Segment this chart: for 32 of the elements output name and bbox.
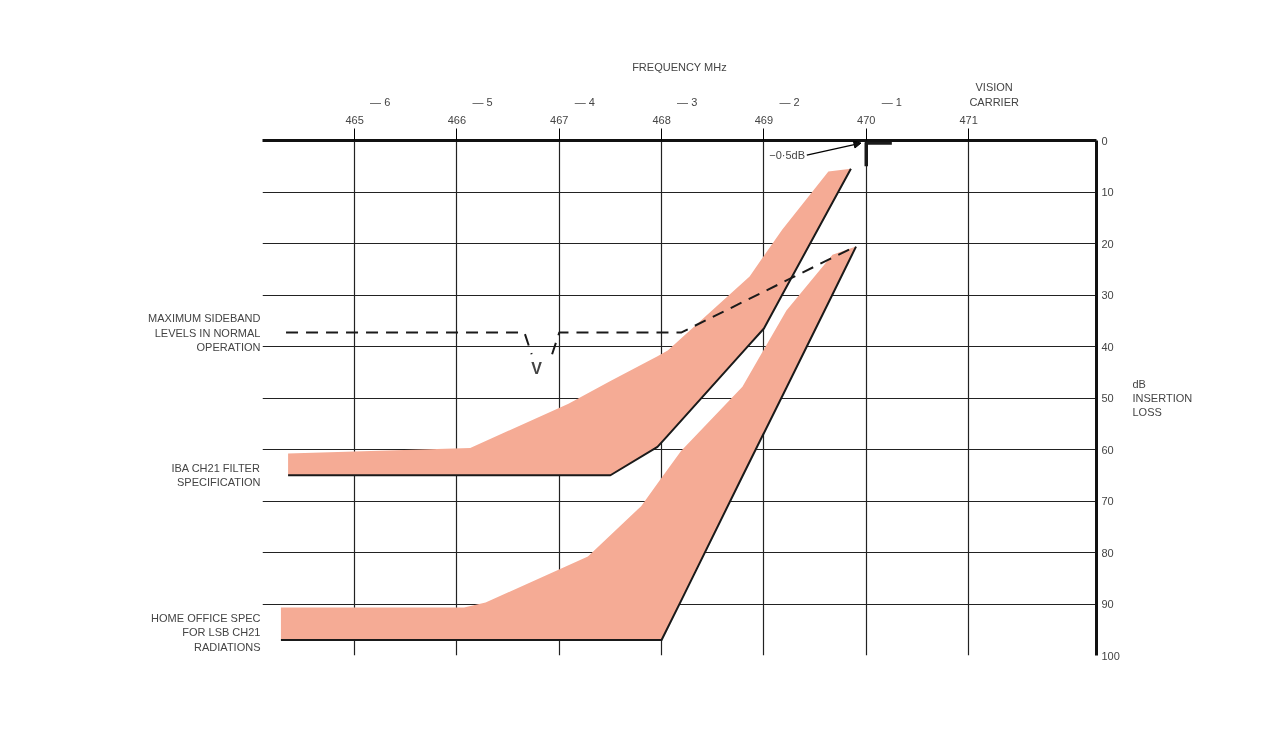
x-tick-label: 469 — [754, 113, 774, 126]
y-tick-label: 0 — [1101, 134, 1108, 147]
y-tick-label: 20 — [1101, 237, 1114, 250]
series-label: HOME OFFICE SPEC FOR LSB CH21 RADIATIONS — [151, 612, 261, 653]
x-axis-title: FREQUENCY MHz — [632, 61, 727, 74]
y-tick-label: 100 — [1101, 649, 1120, 662]
x2-tick-label: — 6 — [370, 95, 391, 108]
y-tick-label: 50 — [1101, 392, 1114, 404]
y-tick-label: 70 — [1101, 495, 1114, 507]
y-tick-label: 80 — [1101, 546, 1114, 559]
x2-tick-label: — 5 — [472, 95, 493, 108]
x-tick-label: 465 — [345, 113, 364, 126]
y-tick-label: 10 — [1101, 186, 1114, 198]
x2-tick-label: — 2 — [779, 95, 800, 108]
annotation: −0·5dB — [769, 149, 806, 162]
x-tick-label: 471 — [959, 113, 978, 126]
y-axis-title: dB INSERTION LOSS — [1132, 377, 1193, 419]
x-tick-label: 467 — [550, 113, 569, 126]
text: IBA CH21 FILTER SPECIFICATION — [171, 462, 261, 489]
x2-tick-label: — 3 — [677, 95, 698, 108]
y-tick-label: 90 — [1101, 598, 1114, 610]
text: MAXIMUM SIDEBAND LEVELS IN NORMAL OPERATION — [148, 312, 261, 353]
y-tick-label: 60 — [1101, 443, 1114, 456]
x2-tick-label: — 4 — [574, 95, 595, 108]
x2-tick-label: — 1 — [881, 95, 902, 108]
y-tick-label: 40 — [1101, 340, 1114, 353]
x-tick-label: 470 — [857, 113, 876, 126]
y-tick-label: 30 — [1101, 289, 1114, 301]
x-tick-label: 466 — [447, 113, 467, 126]
x-tick-label: 468 — [652, 113, 671, 126]
annotation: V — [531, 360, 543, 378]
x2-tick-label: VISION CARRIER — [969, 81, 1019, 108]
